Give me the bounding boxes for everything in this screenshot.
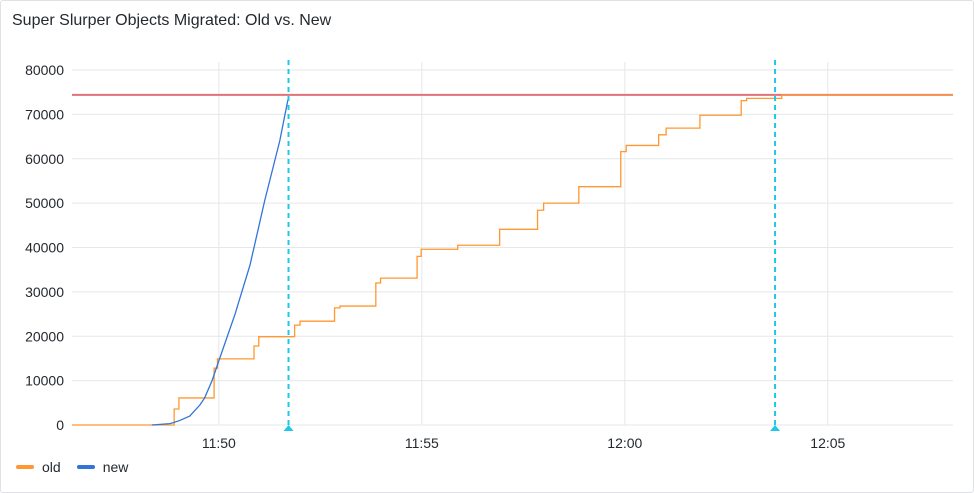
legend-color-new — [76, 465, 95, 469]
legend-label: old — [42, 459, 61, 475]
y-tick-label: 10000 — [25, 373, 64, 389]
legend: old new — [16, 459, 128, 475]
y-axis: 0 10000 20000 30000 40000 50000 60000 70000 8000… — [25, 62, 64, 433]
y-tick-label: 40000 — [25, 240, 64, 256]
legend-item-old[interactable]: old — [16, 459, 61, 475]
y-tick-label: 50000 — [25, 195, 64, 211]
y-tick-label: 80000 — [25, 62, 64, 78]
annotation-marker-icon — [770, 425, 781, 431]
x-tick-label: 11:50 — [202, 435, 236, 451]
y-tick-label: 30000 — [25, 284, 64, 300]
x-axis: 11:50 11:55 12:00 12:05 — [202, 435, 846, 451]
y-tick-label: 20000 — [25, 328, 64, 344]
legend-item-new[interactable]: new — [76, 459, 129, 475]
series-line-new — [151, 96, 290, 426]
y-tick-label: 60000 — [25, 151, 64, 167]
x-tick-label: 12:00 — [607, 435, 642, 451]
legend-color-old — [16, 465, 34, 469]
x-tick-label: 12:05 — [810, 435, 845, 451]
y-tick-label: 70000 — [25, 106, 64, 122]
x-tick-label: 11:55 — [405, 435, 439, 451]
panel-title: Super Slurper Objects Migrated: Old vs. … — [12, 12, 332, 29]
legend-label: new — [102, 459, 129, 475]
y-tick-label: 0 — [56, 417, 64, 433]
annotations[interactable] — [283, 60, 781, 431]
grid — [72, 62, 953, 426]
annotation-marker-icon — [283, 425, 294, 431]
series-lines — [72, 94, 953, 426]
series-line-old — [72, 94, 953, 426]
